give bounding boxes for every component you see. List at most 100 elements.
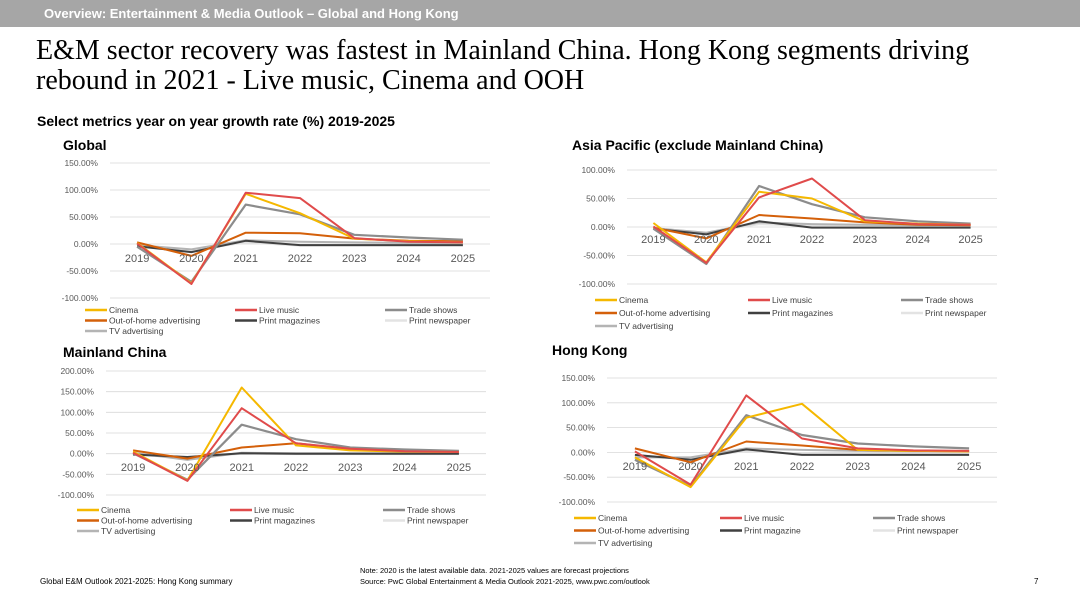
x-tick-label: 2025: [958, 234, 982, 246]
x-tick-label: 2024: [905, 234, 929, 246]
series-line-live-music: [132, 407, 459, 482]
legend-label: Live music: [259, 305, 300, 315]
y-tick-label: -50.00%: [583, 251, 615, 261]
x-tick-label: 2019: [121, 462, 145, 474]
page-headline: E&M sector recovery was fastest in Mainl…: [36, 35, 970, 96]
y-tick-label: 50.00%: [65, 428, 94, 438]
x-tick-label: 2022: [284, 462, 308, 474]
x-tick-label: 2021: [747, 234, 771, 246]
page-number: 7: [1034, 577, 1039, 586]
series-line-tv-advertising: [137, 239, 463, 251]
legend-label: Print magazines: [254, 516, 315, 526]
chart-title-mainland-china: Mainland China: [63, 344, 167, 360]
x-tick-label: 2025: [957, 461, 981, 473]
x-tick-label: 2022: [790, 461, 814, 473]
x-tick-label: 2020: [175, 462, 199, 474]
x-tick-label: 2024: [392, 462, 416, 474]
x-tick-label: 2023: [342, 253, 366, 265]
x-tick-label: 2023: [845, 461, 869, 473]
legend-label: Trade shows: [409, 305, 457, 315]
legend-label: Print magazines: [772, 308, 833, 318]
legend-label: Cinema: [101, 505, 131, 515]
y-tick-label: 100.00%: [64, 185, 98, 195]
y-tick-label: -100.00%: [58, 490, 95, 500]
legend-label: Print magazine: [744, 526, 801, 536]
legend-label: Print newspaper: [409, 316, 471, 326]
legend-label: Trade shows: [925, 295, 973, 305]
legend-label: TV advertising: [598, 538, 653, 548]
y-tick-label: -50.00%: [62, 469, 94, 479]
y-tick-label: 50.00%: [586, 194, 615, 204]
y-tick-label: 100.00%: [581, 165, 615, 175]
x-tick-label: 2019: [623, 461, 647, 473]
chart-title-hong-kong: Hong Kong: [552, 342, 628, 358]
chart-title-global: Global: [63, 137, 107, 153]
legend-label: Cinema: [109, 305, 139, 315]
y-tick-label: 50.00%: [566, 423, 595, 433]
legend-label: Cinema: [619, 295, 649, 305]
series-line-print-magazines: [634, 448, 970, 461]
x-tick-label: 2025: [451, 253, 475, 265]
legend-label: TV advertising: [619, 321, 674, 331]
series-line-print-magazines: [136, 239, 463, 254]
y-tick-label: -100.00%: [579, 279, 616, 289]
legend-label: Print magazines: [259, 316, 320, 326]
y-tick-label: -50.00%: [66, 266, 98, 276]
y-tick-label: 0.00%: [70, 449, 95, 459]
series-line-live-music: [652, 177, 971, 264]
legend-label: Out-of-home advertising: [619, 308, 710, 318]
x-tick-label: 2020: [179, 253, 203, 265]
x-tick-label: 2020: [678, 461, 702, 473]
series-line-print-magazines: [653, 220, 971, 236]
x-tick-label: 2022: [288, 253, 312, 265]
x-tick-label: 2019: [125, 253, 149, 265]
legend-label: Live music: [772, 295, 813, 305]
x-tick-label: 2021: [229, 462, 253, 474]
y-tick-label: 100.00%: [60, 407, 94, 417]
x-tick-label: 2024: [901, 461, 925, 473]
legend-label: Trade shows: [897, 513, 945, 523]
footer-doc-title: Global E&M Outlook 2021-2025: Hong Kong …: [40, 577, 233, 586]
x-tick-label: 2022: [800, 234, 824, 246]
footnote: Note: 2020 is the latest available data.…: [360, 566, 629, 575]
legend-label: TV advertising: [101, 526, 156, 536]
x-tick-label: 2023: [338, 462, 362, 474]
header-title: Overview: Entertainment & Media Outlook …: [44, 6, 459, 21]
x-tick-label: 2024: [396, 253, 420, 265]
legend-label: Print newspaper: [925, 308, 987, 318]
legend-label: Out-of-home advertising: [109, 316, 200, 326]
y-tick-label: 150.00%: [60, 387, 94, 397]
x-tick-label: 2023: [853, 234, 877, 246]
legend-label: Live music: [254, 505, 295, 515]
legend-label: TV advertising: [109, 326, 164, 336]
chart-title-asia-pacific: Asia Pacific (exclude Mainland China): [572, 137, 824, 153]
mainland-china-chart: 200.00% 150.00% 100.00% 50.00% 0.00% -50.00% -…: [58, 366, 486, 536]
legend-label: Live music: [744, 513, 785, 523]
source-note: Source: PwC Global Entertainment & Media…: [360, 577, 650, 586]
y-tick-label: 50.00%: [69, 212, 98, 222]
legend-label: Out-of-home advertising: [101, 516, 192, 526]
x-tick-label: 2021: [233, 253, 257, 265]
x-tick-label: 2019: [641, 234, 665, 246]
legend-label: Out-of-home advertising: [598, 526, 689, 536]
y-tick-label: -100.00%: [62, 293, 99, 303]
legend-label: Trade shows: [407, 505, 455, 515]
global-chart: 150.00% 100.00% 50.00% 0.00% -50.00% -100.00%…: [62, 158, 490, 336]
legend-label: Cinema: [598, 513, 628, 523]
series-line-live-music: [136, 191, 463, 285]
y-tick-label: -50.00%: [563, 472, 595, 482]
x-tick-label: 2021: [734, 461, 758, 473]
asia-pacific-chart: 100.00% 50.00% 0.00% -50.00% -100.00% 2019 202…: [579, 165, 997, 331]
series-line-live-music: [634, 394, 970, 486]
x-tick-label: 2025: [447, 462, 471, 474]
hong-kong-chart: 150.00% 100.00% 50.00% 0.00% -50.00% -100.00%…: [559, 373, 997, 548]
y-tick-label: -100.00%: [559, 497, 596, 507]
series-line-trade-shows: [652, 184, 971, 266]
y-tick-label: 0.00%: [571, 447, 596, 457]
legend-label: Print newspaper: [407, 516, 469, 526]
y-tick-label: 150.00%: [561, 373, 595, 383]
legend-label: Print newspaper: [897, 526, 959, 536]
x-tick-label: 2020: [694, 234, 718, 246]
chart-group-subtitle: Select metrics year on year growth rate …: [37, 113, 395, 129]
header-bar: [0, 0, 1080, 27]
